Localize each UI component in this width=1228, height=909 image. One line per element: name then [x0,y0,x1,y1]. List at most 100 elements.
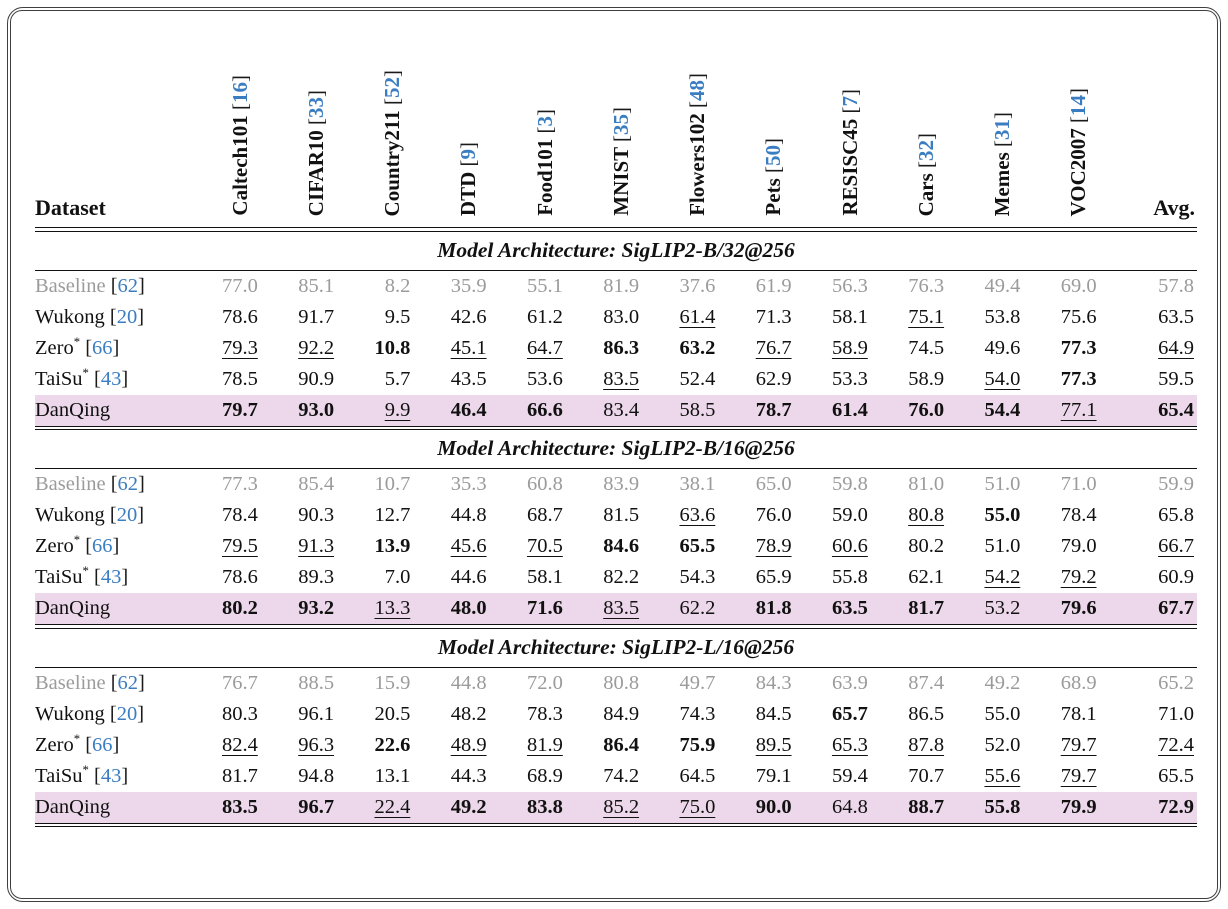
score-cell: 79.1 [735,761,811,792]
score-cell: 49.6 [964,333,1040,364]
score-cell: 54.2 [964,562,1040,593]
col-header-label: Flowers102 [48] [685,73,710,216]
score-value: 81.9 [603,274,640,297]
row-label-wukong: Wukong [20] [35,500,202,531]
score-value: 65.2 [1158,671,1194,694]
col-header-memes: Memes [31] [964,17,1040,227]
score-cell: 89.3 [278,562,354,593]
score-cell: 79.0 [1040,531,1116,562]
score-cell: 84.9 [583,699,659,730]
score-cell: 79.6 [1040,593,1117,624]
table-row-baseline: Baseline [62] 77.0 85.1 8.2 35.9 55.1 81.9 37.6… [35,271,1197,302]
score-cell: 68.9 [1040,668,1116,699]
score-value: 77.3 [1060,367,1097,390]
score-value: 78.5 [221,367,258,390]
citation-link[interactable]: 66 [92,336,113,359]
score-value: 59.0 [831,504,868,526]
score-value: 35.3 [450,473,487,495]
method-name: DanQing [35,398,111,421]
score-value: 78.4 [221,504,258,526]
citation-link[interactable]: 20 [116,305,138,328]
citation-link[interactable]: 16 [227,82,252,104]
citation-link-bracket: ] [112,535,120,557]
citation-link[interactable]: 66 [92,733,113,756]
col-header-pets: Pets [50] [735,17,811,227]
score-cell: 59.0 [812,500,888,531]
score-cell: 79.7 [1040,761,1116,792]
col-header-cars: Cars [32] [888,17,964,227]
row-label-zero: Zero* [66] [35,730,202,761]
citation-link[interactable]: 7 [837,96,862,107]
citation-link[interactable]: 43 [100,764,122,787]
table-row-taisu: TaiSu* [43] 78.6 89.3 7.0 44.6 58.1 82.2 54.3 65… [35,562,1197,593]
citation-link[interactable]: 48 [685,80,710,102]
citation-link[interactable]: 35 [608,114,633,136]
score-value: 81.0 [908,473,945,495]
double-rule-cell [35,227,1197,232]
score-value: 49.7 [679,671,716,694]
score-cell: 71.6 [506,593,583,624]
double-rule [35,822,1197,827]
score-cell: 87.4 [888,668,964,699]
score-cell: 64.7 [507,333,583,364]
citation-link-bracket: ] [121,764,129,787]
score-cell: 35.3 [430,469,506,500]
score-cell: 77.3 [202,469,278,500]
citation-link[interactable]: 62 [117,473,139,495]
citation-link[interactable]: 3 [532,116,557,127]
citation-link[interactable]: 43 [100,367,122,390]
score-cell: 81.7 [887,593,965,624]
row-label-danqing: DanQing [35,394,202,426]
table-row-zero: Zero* [66] 82.4 96.3 22.6 48.9 81.9 86.4 75.9 89… [35,730,1197,761]
score-value: 71.3 [755,305,792,328]
score-value: 43.5 [450,367,487,390]
citation-link[interactable]: 33 [303,96,328,118]
score-value: 63.5 [831,597,868,619]
score-cell: 80.2 [888,531,964,562]
score-cell: 84.5 [735,699,811,730]
citation-link[interactable]: 9 [456,148,481,160]
score-cell: 5.7 [354,364,430,395]
citation-link[interactable]: 66 [92,535,113,557]
score-value: 86.3 [603,336,640,359]
citation-link-bracket: [ [685,101,710,109]
table-row-taisu: TaiSu* [43] 81.7 94.8 13.1 44.3 68.9 74.2 64.5 7… [35,761,1197,792]
citation-link[interactable]: 62 [117,671,139,694]
score-cell: 62.1 [888,562,964,593]
col-header-name: RESISC45 [837,113,862,216]
citation-link[interactable]: 31 [990,118,1015,140]
score-value: 83.5 [603,367,640,390]
score-value: 83.0 [603,305,640,328]
score-cell: 88.7 [887,791,965,823]
citation-link[interactable]: 14 [1066,94,1091,116]
score-value: 55.6 [984,764,1021,787]
score-value: 77.0 [221,274,258,297]
score-value: 65.8 [1158,504,1194,526]
citation-link[interactable]: 20 [116,702,138,725]
score-cell: 66.6 [506,394,583,426]
citation-link[interactable]: 52 [380,76,405,98]
score-cell: 79.2 [1040,562,1116,593]
score-cell: 13.9 [354,531,430,562]
score-value: 61.9 [755,274,792,297]
method-asterisk: * [82,365,89,380]
score-cell: 74.3 [659,699,735,730]
citation-link[interactable]: 43 [100,566,122,588]
score-cell: 38.1 [659,469,735,500]
score-value: 7.0 [384,566,411,588]
citation-link[interactable]: 20 [116,504,138,526]
score-cell: 65.3 [812,730,888,761]
score-cell: 96.3 [278,730,354,761]
score-value: 69.0 [1060,274,1097,297]
citation-link[interactable]: 32 [913,139,938,161]
col-header-name: Cars [913,167,938,216]
score-cell: 78.1 [1040,699,1116,730]
score-value: 59.4 [831,764,868,787]
citation-link-bracket: [ [110,473,118,495]
score-value: 64.5 [679,764,716,787]
citation-link[interactable]: 50 [761,145,786,167]
citation-link[interactable]: 62 [117,274,139,297]
table-row-zero: Zero* [66] 79.3 92.2 10.8 45.1 64.7 86.3 63.2 76… [35,333,1197,364]
score-value: 65.9 [755,566,792,588]
score-cell: 63.2 [659,333,735,364]
